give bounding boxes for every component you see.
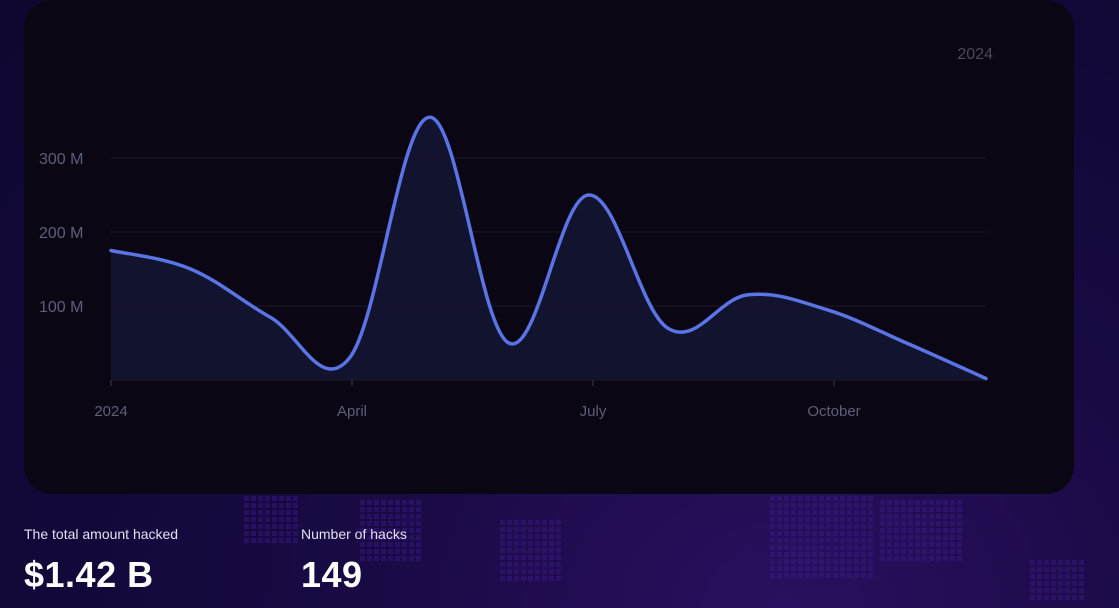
total-hacked-value: $1.42 B <box>24 554 154 595</box>
x-tick-label: July <box>580 403 607 420</box>
number-of-hacks-value: 149 <box>301 554 363 595</box>
period-label: 2024 <box>957 46 993 63</box>
x-tick-label: 2024 <box>94 403 127 420</box>
number-of-hacks-label: Number of hacks <box>301 526 407 542</box>
area-layer <box>109 115 988 381</box>
y-tick-label: 100 M <box>39 299 83 316</box>
x-tick-label: October <box>807 403 860 420</box>
number-of-hacks-stat: Number of hacks 149 <box>301 526 407 596</box>
y-tick-label: 300 M <box>39 151 83 168</box>
x-tick-label: April <box>337 403 367 420</box>
total-hacked-label: The total amount hacked <box>24 526 179 542</box>
hacks-area-chart: 100 M 200 M 300 M 2024 April July October 202… <box>39 46 993 420</box>
series-line <box>109 115 988 381</box>
y-axis-labels: 100 M 200 M 300 M <box>39 151 83 316</box>
series-area <box>111 117 986 380</box>
x-axis-labels: 2024 April July October <box>94 403 860 420</box>
y-tick-label: 200 M <box>39 225 83 242</box>
chart-card: 100 M 200 M 300 M 2024 April July October 202… <box>24 0 1074 494</box>
total-hacked-stat: The total amount hacked $1.42 B <box>24 526 178 596</box>
